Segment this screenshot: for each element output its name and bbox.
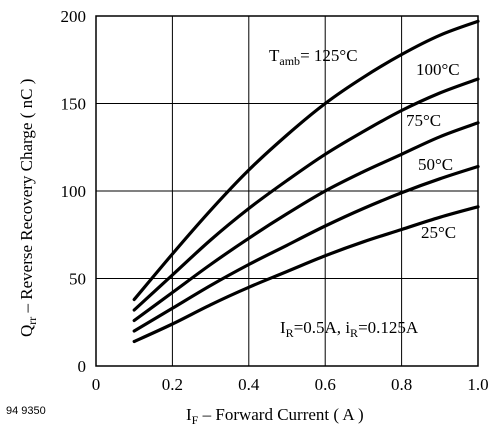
y-axis-label-rest: – Reverse Recovery Charge ( nC )	[17, 79, 36, 317]
x-axis-label: IF – Forward Current ( A )	[186, 405, 364, 427]
x-tick-label: 0.8	[391, 375, 412, 394]
series-label-125: Tamb= 125°C	[269, 46, 358, 68]
curve-layer	[132, 19, 480, 344]
y-tick-label: 150	[61, 95, 87, 114]
figure-id: 94 9350	[6, 405, 46, 417]
condition-irr-main: i	[345, 318, 350, 337]
y-tick-label: 50	[69, 270, 86, 289]
series-label-75: 75°C	[406, 111, 441, 130]
series-label-50: 50°C	[418, 155, 453, 174]
series-label-100: 100°C	[416, 60, 460, 79]
x-axis-label-sub: F	[192, 413, 199, 427]
series-line-125c	[132, 19, 480, 302]
y-tick-label: 100	[61, 182, 87, 201]
series-label-125-prefix: T	[269, 46, 280, 65]
condition-irr-sub: R	[350, 326, 358, 340]
x-tick-label: 0.6	[315, 375, 336, 394]
condition-ir-main: I	[280, 318, 286, 337]
series-label-125-eq: =	[300, 46, 314, 65]
tick-layer: 0 0.2 0.4 0.6 0.8 1.0 0 50 100 150 200	[61, 7, 489, 394]
condition-ir-sub: R	[286, 326, 294, 340]
x-axis-label-main: I	[186, 405, 192, 424]
x-tick-label: 0	[92, 375, 101, 394]
y-tick-label: 200	[61, 7, 87, 26]
x-tick-label: 0.2	[162, 375, 183, 394]
y-axis-label-sub: rr	[25, 317, 39, 325]
x-axis-label-rest: – Forward Current ( A )	[198, 405, 363, 424]
condition-ir-rest: =0.5A,	[294, 318, 346, 337]
x-tick-label: 0.4	[238, 375, 260, 394]
series-line-75c	[132, 121, 480, 323]
series-label-125-name: 125°C	[314, 46, 358, 65]
series-line-50c	[132, 164, 480, 333]
series-label-125-sub: amb	[279, 54, 300, 68]
y-tick-label: 0	[78, 357, 87, 376]
series-line-100c	[132, 77, 480, 312]
series-label-25: 25°C	[421, 223, 456, 242]
y-axis-label-main: Q	[17, 325, 36, 337]
condition-irr-rest: =0.125A	[358, 318, 419, 337]
condition-annotation: IR=0.5A, iR=0.125A	[280, 318, 419, 340]
x-tick-label: 1.0	[467, 375, 488, 394]
y-axis-label: Qrr – Reverse Recovery Charge ( nC )	[17, 79, 39, 337]
series-line-25c	[132, 205, 480, 344]
